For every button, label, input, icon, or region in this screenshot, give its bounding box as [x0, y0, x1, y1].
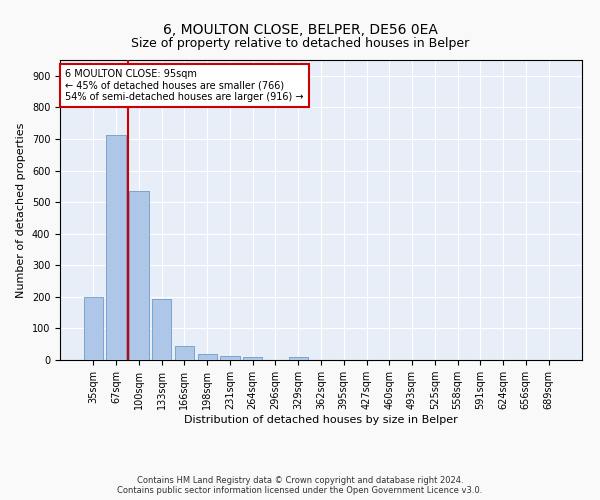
Bar	[289, 358, 308, 360]
X-axis label: Distribution of detached houses by size in Belper: Distribution of detached houses by size …	[184, 415, 458, 425]
Text: Contains HM Land Registry data © Crown copyright and database right 2024.
Contai: Contains HM Land Registry data © Crown c…	[118, 476, 482, 495]
Text: Size of property relative to detached houses in Belper: Size of property relative to detached ho…	[131, 38, 469, 51]
Text: 6 MOULTON CLOSE: 95sqm
← 45% of detached houses are smaller (766)
54% of semi-de: 6 MOULTON CLOSE: 95sqm ← 45% of detached…	[65, 69, 304, 102]
Text: 6, MOULTON CLOSE, BELPER, DE56 0EA: 6, MOULTON CLOSE, BELPER, DE56 0EA	[163, 22, 437, 36]
Bar	[129, 191, 149, 360]
Bar	[243, 357, 262, 360]
Bar	[175, 346, 194, 360]
Bar	[220, 356, 239, 360]
Bar	[106, 135, 126, 360]
Y-axis label: Number of detached properties: Number of detached properties	[16, 122, 26, 298]
Bar	[84, 297, 103, 360]
Bar	[152, 300, 172, 360]
Bar	[197, 354, 217, 360]
